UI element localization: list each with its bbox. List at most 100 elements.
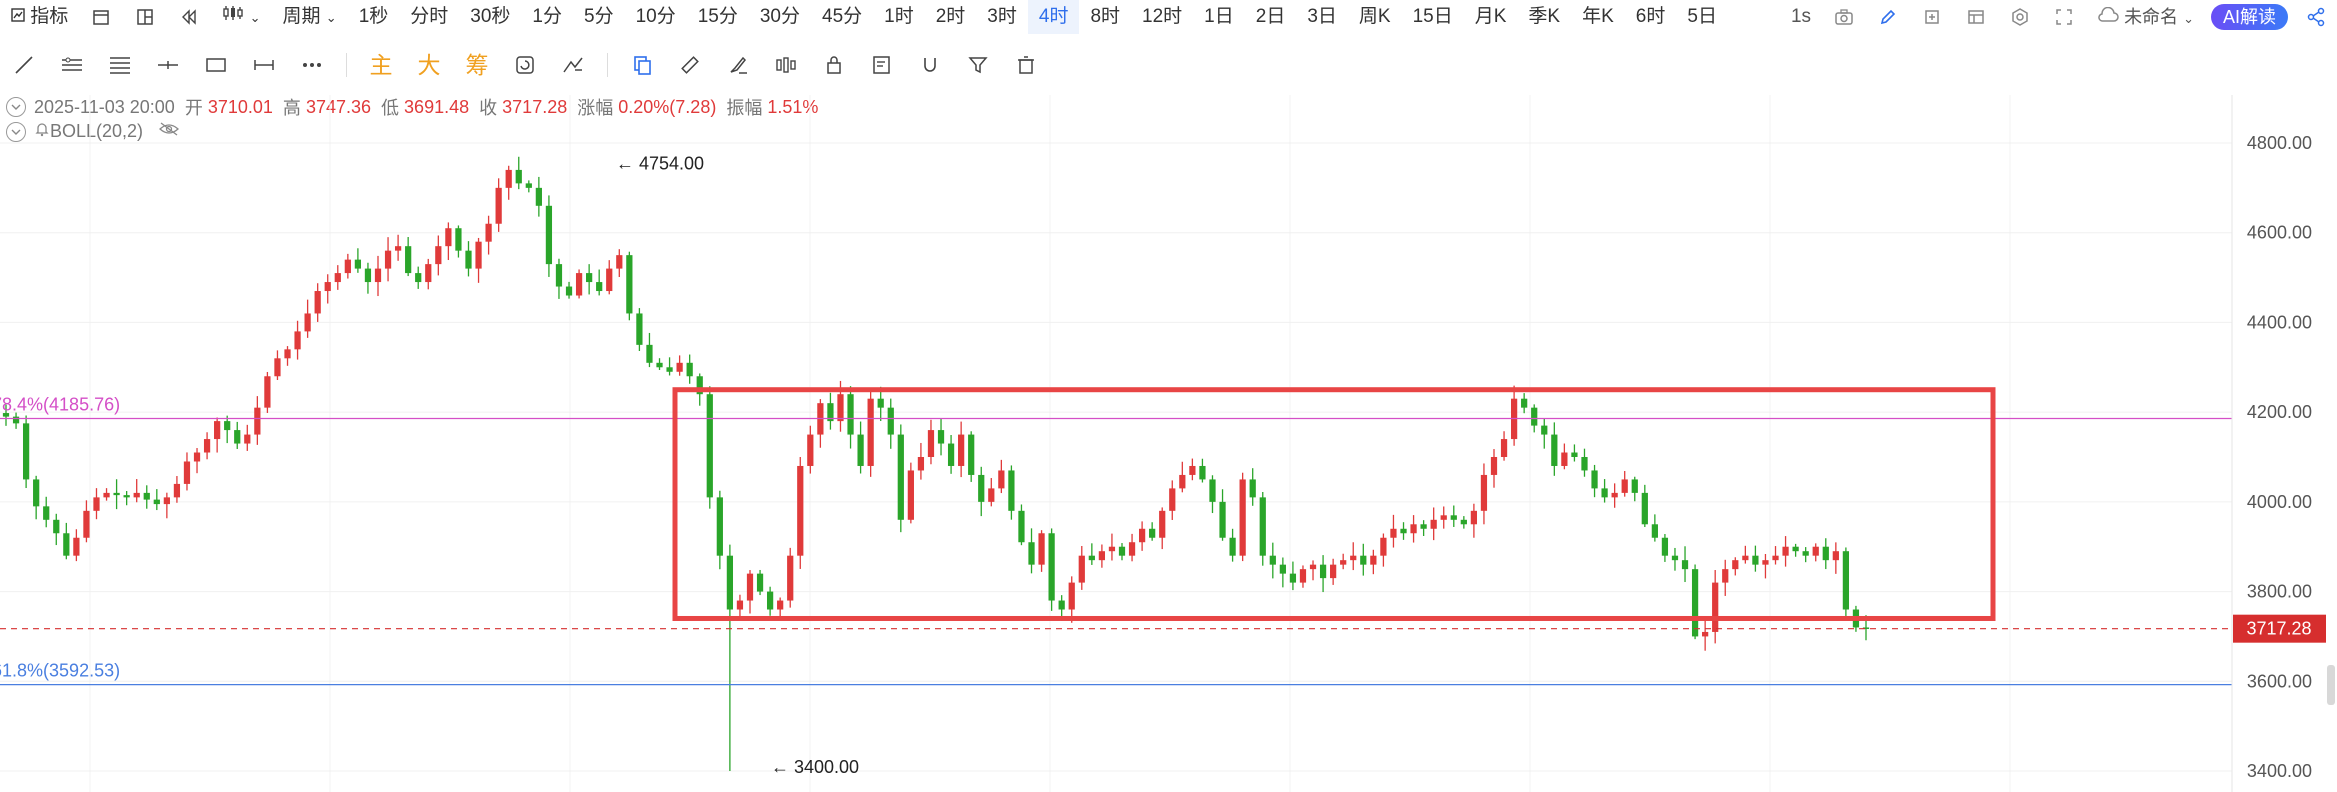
copy-drawing-icon[interactable]	[618, 45, 666, 85]
period-option[interactable]: 8时	[1090, 6, 1121, 27]
fibonacci-icon[interactable]	[96, 45, 144, 85]
price-chart[interactable]: 78.4%(4185.76) 61.8%(3592.53) 3717.28 ← 475…	[0, 95, 2337, 792]
candle-body	[1752, 555, 1759, 565]
settings-gear-icon[interactable]	[2007, 0, 2033, 34]
range-box	[672, 387, 1996, 621]
template-icon[interactable]	[1963, 0, 1989, 34]
period-option[interactable]: 15分	[697, 6, 738, 27]
replay-icon[interactable]	[501, 45, 549, 85]
parallel-lines-icon[interactable]	[48, 45, 96, 85]
eye-hidden-icon[interactable]	[158, 121, 180, 142]
low-label: 低	[381, 98, 400, 118]
period-option[interactable]: 3时	[987, 6, 1017, 27]
more-icon[interactable]	[288, 45, 336, 85]
collapse-chevron-icon[interactable]	[6, 97, 26, 117]
period-option[interactable]: 5分	[584, 6, 614, 27]
magnet-icon[interactable]	[906, 45, 954, 85]
indicator-button[interactable]: 指标	[0, 0, 79, 34]
candle-body	[1862, 627, 1870, 629]
period-option[interactable]: 4时	[1027, 0, 1080, 34]
candle-body	[1189, 465, 1196, 475]
candle-body	[1058, 600, 1065, 610]
period-option[interactable]: 12时	[1142, 6, 1183, 27]
chip-distribution-tool[interactable]: 筹	[465, 52, 489, 78]
candle-body	[1229, 537, 1236, 556]
add-window-icon[interactable]	[1919, 0, 1945, 34]
candle-style-icon[interactable]	[762, 45, 810, 85]
candle-body	[1832, 551, 1839, 561]
period-option[interactable]: 2日	[1255, 6, 1286, 27]
period-option[interactable]: 3日	[1307, 6, 1337, 27]
candle-body	[1460, 519, 1467, 525]
share-icon[interactable]	[2303, 0, 2329, 34]
large-order-tool[interactable]: 大	[417, 52, 441, 78]
period-option[interactable]: 年K	[1582, 6, 1614, 27]
note-icon[interactable]	[858, 45, 906, 85]
compare-icon[interactable]	[549, 45, 597, 85]
period-option[interactable]: 15日	[1412, 6, 1453, 27]
candle-body	[1480, 474, 1488, 511]
rewind-icon[interactable]	[176, 0, 202, 34]
indicator-label: 指标	[30, 6, 69, 27]
candle-body	[495, 187, 502, 224]
fullscreen-icon[interactable]	[2051, 0, 2077, 34]
period-option[interactable]: 1秒	[358, 6, 389, 27]
candle-body	[907, 470, 914, 520]
camera-icon[interactable]	[1831, 0, 1857, 34]
horizontal-line-icon[interactable]	[144, 45, 192, 85]
candle-body	[244, 434, 251, 444]
range-measure-icon[interactable]	[240, 45, 288, 85]
period-option[interactable]: 周K	[1358, 6, 1391, 27]
candle-body	[646, 344, 653, 363]
collapse-chevron-icon[interactable]	[6, 121, 26, 142]
ai-interpret-button[interactable]: AI解读	[2210, 4, 2288, 30]
candle-body	[1370, 555, 1377, 565]
candle-body	[103, 492, 110, 498]
candle-body	[535, 187, 542, 206]
fib-level-label: 61.8%(3592.53)	[0, 661, 120, 681]
period-dropdown[interactable]: 周期 ⌄	[271, 0, 347, 34]
bar-datetime: 2025-11-03 20:00	[34, 96, 175, 117]
period-option[interactable]: 30分	[759, 6, 800, 27]
bell-icon[interactable]	[34, 121, 50, 142]
layout-grid-icon[interactable]	[132, 0, 158, 34]
brush-icon[interactable]	[714, 45, 762, 85]
candle-body	[1078, 555, 1085, 583]
trash-icon[interactable]	[1002, 45, 1050, 85]
filter-icon[interactable]	[954, 45, 1002, 85]
chart-type-button[interactable]: ⌄	[211, 0, 271, 34]
layout-name-dropdown[interactable]: 未命名 ⌄	[2086, 0, 2205, 34]
rectangle-icon[interactable]	[192, 45, 240, 85]
y-tick-label: 3800.00	[2247, 582, 2312, 602]
candle-body	[93, 497, 100, 511]
candle-body	[1450, 515, 1457, 520]
trend-line-icon[interactable]	[0, 45, 48, 85]
refresh-interval[interactable]: 1s	[1790, 6, 1812, 27]
candle-body	[706, 394, 713, 498]
period-option[interactable]: 10分	[635, 6, 676, 27]
candle-body	[1712, 582, 1719, 632]
period-option[interactable]: 季K	[1528, 6, 1561, 27]
period-option[interactable]: 1分	[532, 6, 562, 27]
lock-icon[interactable]	[810, 45, 858, 85]
y-tick-label: 4600.00	[2247, 223, 2312, 243]
period-option[interactable]: 6时	[1635, 6, 1666, 27]
candle-body	[857, 434, 864, 466]
candle-body	[616, 255, 623, 269]
period-option[interactable]: 1日	[1204, 6, 1234, 27]
candle-body	[1521, 398, 1528, 408]
candle-body	[143, 492, 150, 500]
period-option[interactable]: 2时	[935, 6, 966, 27]
period-option[interactable]: 1时	[884, 6, 914, 27]
period-option[interactable]: 30秒	[470, 6, 511, 27]
period-option[interactable]: 月K	[1474, 6, 1507, 27]
candle-body	[1149, 528, 1156, 538]
period-option[interactable]: 45分	[822, 6, 863, 27]
period-option[interactable]: 5日	[1687, 6, 1717, 27]
calendar-icon[interactable]	[88, 0, 114, 34]
y-tick-label: 4800.00	[2247, 133, 2312, 153]
ruler-icon[interactable]	[666, 45, 714, 85]
main-force-tool[interactable]: 主	[369, 52, 393, 78]
period-option[interactable]: 分时	[410, 6, 449, 27]
pen-icon[interactable]	[1875, 0, 1901, 34]
